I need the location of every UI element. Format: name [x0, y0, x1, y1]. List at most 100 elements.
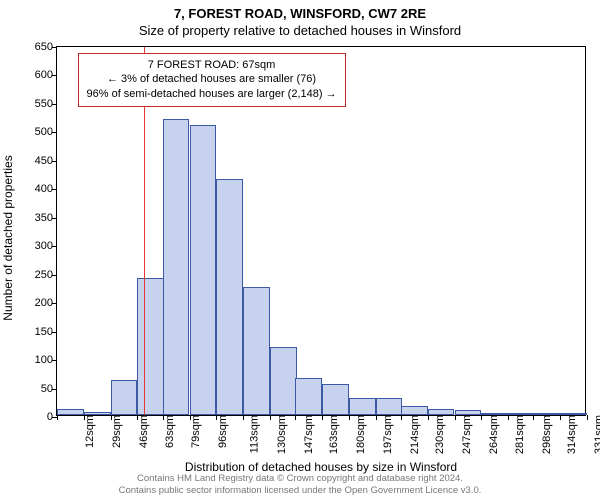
x-tick-label: 264sqm — [488, 415, 500, 454]
y-tick-mark — [52, 389, 57, 390]
y-tick-label: 300 — [13, 240, 53, 252]
x-tick-label: 163sqm — [328, 415, 340, 454]
histogram-bar — [428, 409, 455, 415]
footer-line-1: Contains HM Land Registry data © Crown c… — [0, 473, 600, 485]
y-tick-label: 600 — [13, 69, 53, 81]
histogram-bar — [190, 125, 217, 415]
y-tick-mark — [52, 189, 57, 190]
histogram-bar — [111, 380, 138, 415]
plot-area: 0501001502002503003504004505005506006501… — [56, 46, 586, 416]
x-tick-mark — [587, 415, 588, 420]
histogram-bar — [216, 179, 243, 415]
histogram-bar — [401, 406, 428, 415]
info-line-1: 7 FOREST ROAD: 67sqm — [87, 58, 337, 73]
y-tick-label: 150 — [13, 326, 53, 338]
histogram-bar — [533, 413, 560, 415]
y-tick-mark — [52, 161, 57, 162]
y-tick-mark — [52, 218, 57, 219]
y-tick-mark — [52, 104, 57, 105]
x-tick-label: 96sqm — [217, 415, 229, 448]
y-tick-label: 0 — [13, 411, 53, 423]
x-tick-mark — [481, 415, 482, 420]
x-tick-mark — [455, 415, 456, 420]
x-tick-label: 12sqm — [84, 415, 96, 448]
x-tick-label: 63sqm — [164, 415, 176, 448]
y-tick-mark — [52, 332, 57, 333]
histogram-bar — [376, 398, 403, 415]
y-axis-label: Number of detached properties — [1, 155, 15, 320]
histogram-bar — [137, 278, 164, 415]
x-tick-label: 214sqm — [409, 415, 421, 454]
page-title-address: 7, FOREST ROAD, WINSFORD, CW7 2RE — [0, 0, 600, 21]
y-tick-label: 450 — [13, 155, 53, 167]
y-tick-label: 250 — [13, 269, 53, 281]
footer-line-2: Contains public sector information licen… — [0, 485, 600, 497]
y-tick-label: 350 — [13, 212, 53, 224]
x-tick-mark — [508, 415, 509, 420]
x-tick-label: 46sqm — [138, 415, 150, 448]
histogram-bar — [84, 412, 111, 415]
x-tick-mark — [270, 415, 271, 420]
x-tick-mark — [295, 415, 296, 420]
x-tick-mark — [216, 415, 217, 420]
x-tick-label: 147sqm — [303, 415, 315, 454]
histogram-bar — [57, 409, 84, 415]
y-tick-mark — [52, 303, 57, 304]
histogram-chart: 0501001502002503003504004505005506006501… — [56, 46, 586, 416]
x-tick-mark — [428, 415, 429, 420]
x-tick-label: 331sqm — [593, 415, 600, 454]
x-tick-label: 281sqm — [514, 415, 526, 454]
histogram-bar — [295, 378, 322, 415]
x-tick-mark — [84, 415, 85, 420]
y-tick-label: 400 — [13, 183, 53, 195]
histogram-bar — [481, 413, 508, 415]
x-tick-label: 180sqm — [355, 415, 367, 454]
y-tick-label: 100 — [13, 354, 53, 366]
histogram-bar — [560, 413, 587, 415]
histogram-bar — [455, 410, 482, 415]
histogram-bar — [243, 287, 270, 415]
histogram-bar — [349, 398, 376, 415]
x-tick-mark — [560, 415, 561, 420]
x-tick-label: 298sqm — [541, 415, 553, 454]
x-tick-mark — [163, 415, 164, 420]
histogram-bar — [270, 347, 297, 415]
x-tick-label: 29sqm — [111, 415, 123, 448]
page-title-desc: Size of property relative to detached ho… — [0, 21, 600, 38]
x-tick-mark — [243, 415, 244, 420]
info-callout: 7 FOREST ROAD: 67sqm← 3% of detached hou… — [78, 53, 346, 108]
x-tick-mark — [137, 415, 138, 420]
histogram-bar — [508, 413, 535, 415]
x-tick-mark — [322, 415, 323, 420]
x-tick-label: 197sqm — [382, 415, 394, 454]
histogram-bar — [322, 384, 349, 415]
y-tick-label: 550 — [13, 98, 53, 110]
attribution-footer: Contains HM Land Registry data © Crown c… — [0, 473, 600, 497]
info-line-3: 96% of semi-detached houses are larger (… — [87, 87, 337, 102]
x-tick-label: 247sqm — [461, 415, 473, 454]
x-tick-mark — [190, 415, 191, 420]
x-tick-mark — [401, 415, 402, 420]
y-tick-label: 50 — [13, 383, 53, 395]
y-tick-label: 650 — [13, 41, 53, 53]
x-axis-label: Distribution of detached houses by size … — [56, 460, 586, 474]
y-tick-mark — [52, 47, 57, 48]
histogram-bar — [163, 119, 190, 415]
x-tick-mark — [349, 415, 350, 420]
y-tick-label: 500 — [13, 126, 53, 138]
y-tick-mark — [52, 246, 57, 247]
x-tick-mark — [533, 415, 534, 420]
x-tick-mark — [57, 415, 58, 420]
y-tick-mark — [52, 275, 57, 276]
x-tick-mark — [111, 415, 112, 420]
y-tick-mark — [52, 132, 57, 133]
x-tick-label: 130sqm — [276, 415, 288, 454]
y-tick-mark — [52, 75, 57, 76]
x-tick-label: 79sqm — [190, 415, 202, 448]
y-tick-mark — [52, 360, 57, 361]
x-tick-label: 230sqm — [434, 415, 446, 454]
x-tick-label: 113sqm — [249, 415, 261, 453]
x-tick-mark — [376, 415, 377, 420]
info-line-2: ← 3% of detached houses are smaller (76) — [87, 72, 337, 87]
y-tick-label: 200 — [13, 297, 53, 309]
